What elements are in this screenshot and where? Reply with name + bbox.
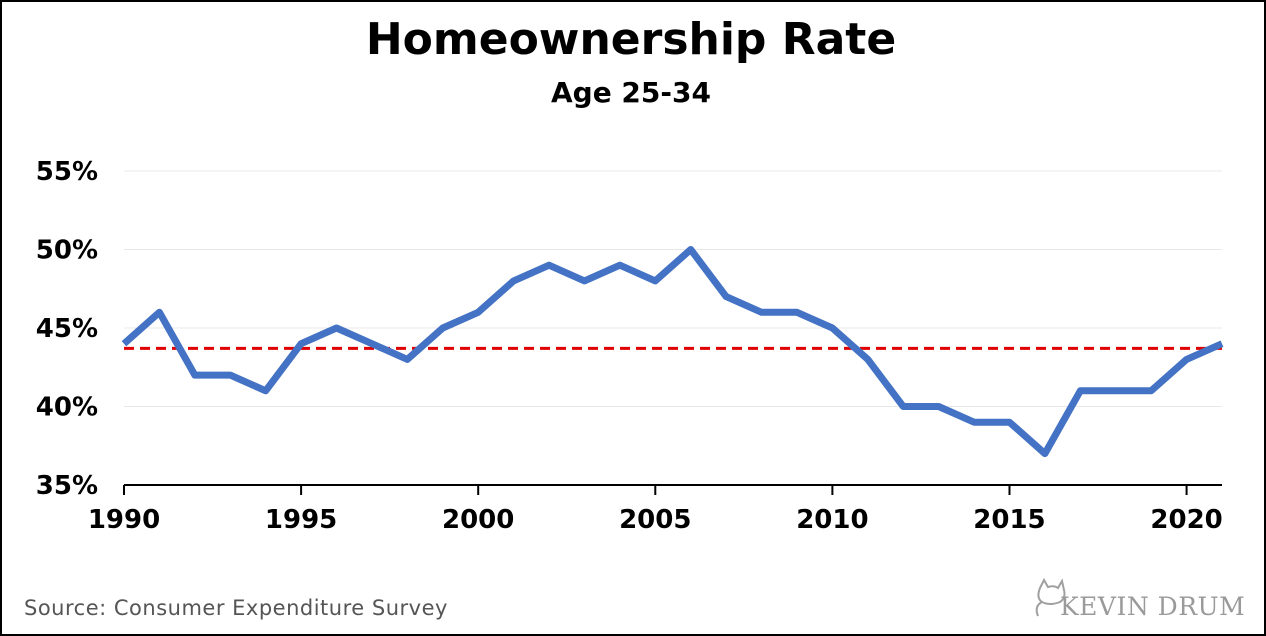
x-tick-label-2000: 2000 xyxy=(442,505,514,535)
chart-title: Homeownership Rate xyxy=(365,14,897,65)
x-tick-label-2015: 2015 xyxy=(973,505,1045,535)
y-tick-label-50: 50% xyxy=(36,236,98,266)
y-tick-label-40: 40% xyxy=(36,393,98,423)
kevin-drum-logo: KEVIN DRUM xyxy=(1030,576,1245,624)
logo-text: KEVIN DRUM xyxy=(1060,592,1246,621)
x-tick-label-1995: 1995 xyxy=(265,505,337,535)
x-tick-label-1990: 1990 xyxy=(88,505,160,535)
gridlines xyxy=(124,170,1222,407)
cat-icon xyxy=(1035,577,1066,617)
y-tick-label-45: 45% xyxy=(36,314,98,344)
series-layer xyxy=(121,246,1224,458)
x-tick-label-2020: 2020 xyxy=(1150,505,1222,535)
x-tick-label-2010: 2010 xyxy=(796,505,868,535)
source-note: Source: Consumer Expenditure Survey xyxy=(24,596,448,620)
y-tick-label-35: 35% xyxy=(36,471,98,501)
x-tick-label-2005: 2005 xyxy=(619,505,691,535)
chart-subtitle: Age 25-34 xyxy=(550,76,711,109)
x-axis xyxy=(123,484,1222,495)
y-axis-ticks: 35% 40% 45% 50% 55% xyxy=(36,157,98,501)
series-line-0 xyxy=(121,246,1224,458)
y-tick-label-55: 55% xyxy=(36,157,98,187)
x-axis-ticks: 1990 1995 2000 2005 2010 2015 2020 xyxy=(88,505,1223,535)
